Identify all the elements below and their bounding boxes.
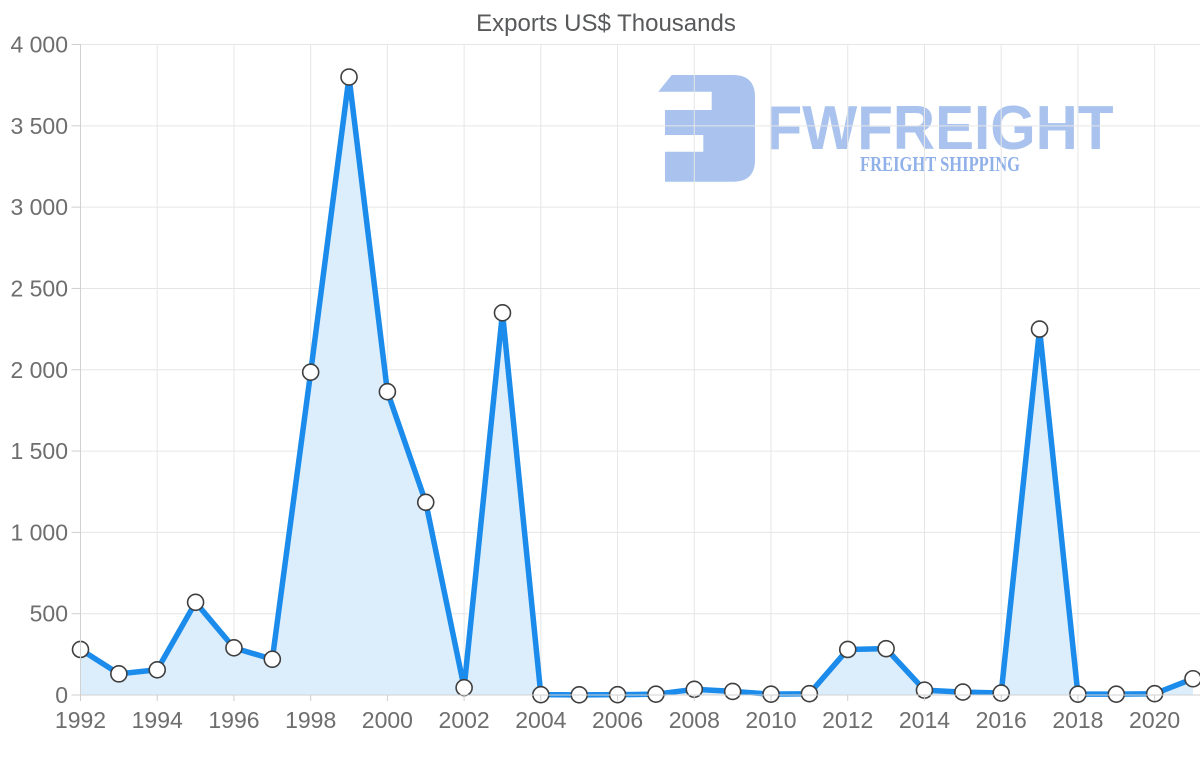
data-point-2017[interactable] [1030, 320, 1049, 338]
fwfreight-brand-text: FWFREIGHT [767, 94, 1114, 163]
fwfreight-watermark: FWFREIGHT FREIGHT SHIPPING [658, 75, 1114, 182]
y-axis-label: 4 000 [10, 32, 68, 58]
chart-axes: 0 500 1 000 1 500 2 000 2 500 3 000 3 500 4 000 1… [10, 32, 1200, 733]
data-point-1999[interactable] [340, 68, 358, 86]
x-axis-label: 2002 [439, 707, 490, 733]
data-point-2016[interactable] [992, 684, 1010, 702]
data-point-2003[interactable] [493, 304, 512, 322]
data-point-2012[interactable] [838, 640, 857, 659]
fwfreight-tagline-text: FREIGHT SHIPPING [860, 152, 1020, 176]
data-point-2013[interactable] [877, 639, 895, 658]
x-axis-label: 2012 [822, 707, 873, 733]
y-axis-label: 1 500 [10, 438, 68, 464]
x-axis-label: 2018 [1052, 707, 1103, 733]
x-axis-label: 1998 [285, 707, 336, 733]
x-axis-label: 2006 [592, 707, 643, 733]
data-point-1994[interactable] [148, 660, 167, 679]
data-point-2010[interactable] [762, 685, 780, 703]
data-point-2011[interactable] [800, 684, 819, 703]
y-axis-label: 0 [55, 682, 68, 708]
data-point-2020[interactable] [1145, 684, 1164, 703]
data-point-1995[interactable] [186, 593, 205, 612]
x-axis-label: 2004 [515, 707, 566, 733]
x-axis-label: 1992 [55, 707, 106, 733]
y-axis-label: 2 500 [10, 275, 68, 301]
data-point-2021[interactable] [1184, 669, 1200, 688]
data-point-1996[interactable] [225, 639, 243, 657]
y-axis-label: 3 500 [10, 113, 68, 139]
x-axis-label: 2020 [1129, 707, 1180, 733]
data-point-2009[interactable] [723, 682, 742, 701]
data-point-2015[interactable] [954, 683, 972, 701]
y-axis-label: 500 [30, 601, 68, 627]
data-point-1998[interactable] [301, 363, 320, 381]
exports-series [71, 68, 1200, 704]
chart-title: Exports US$ Thousands [476, 10, 736, 37]
x-axis-label: 2010 [745, 707, 796, 733]
data-point-2001[interactable] [416, 493, 435, 512]
data-point-1993[interactable] [110, 665, 128, 683]
data-point-1997[interactable] [263, 650, 282, 669]
data-point-2019[interactable] [1107, 685, 1126, 703]
x-axis-label: 1994 [132, 707, 183, 733]
data-point-2007[interactable] [647, 685, 665, 703]
x-axis-label: 2008 [669, 707, 720, 733]
series-area-fill [80, 77, 1193, 695]
x-axis-label: 2014 [899, 707, 950, 733]
data-point-2018[interactable] [1069, 685, 1087, 703]
x-axis-label: 2000 [362, 707, 413, 733]
y-axis-label: 1 000 [10, 519, 68, 545]
fwfreight-logo-mark [658, 75, 755, 182]
x-axis-label: 2016 [976, 707, 1027, 733]
chart-gridlines [80, 44, 1200, 696]
y-axis-label: 2 000 [10, 357, 68, 383]
x-axis-label: 1996 [208, 707, 259, 733]
data-point-2000[interactable] [378, 382, 397, 401]
y-axis-label: 3 000 [10, 194, 68, 220]
data-point-2002[interactable] [455, 678, 473, 697]
